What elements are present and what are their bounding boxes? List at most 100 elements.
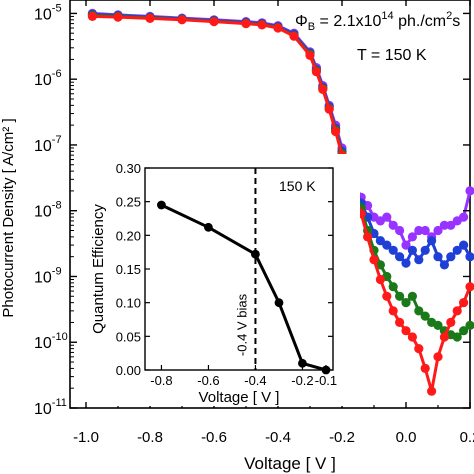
main-data-point [273, 23, 283, 33]
main-data-point [382, 240, 392, 250]
main-data-point [375, 274, 385, 285]
main-y-axis-label: Photocurrent Density [ A/cm² ] [0, 118, 17, 317]
main-data-point [459, 212, 469, 222]
main-data-point [465, 282, 474, 292]
main-data-point [439, 260, 449, 270]
main-data-point [388, 220, 398, 230]
main-data-point [177, 15, 187, 25]
inset-y-axis-label: Quantum Efficiency [90, 204, 107, 334]
main-y-tick-exponent: -11 [52, 397, 67, 409]
inset-x-axis-label: Voltage [ V ] [199, 389, 280, 406]
main-data-point [427, 386, 437, 396]
inset-y-tick-label: 0.10 [116, 296, 141, 311]
inset-x-axis: -0.8 -0.6 -0.4 -0.2 -0.1 [150, 365, 337, 388]
main-data-point [414, 306, 424, 316]
main-x-tick-label: -0.4 [265, 429, 291, 446]
main-data-point [465, 252, 474, 262]
main-data-point [420, 311, 430, 321]
main-data-point [401, 326, 411, 336]
inset-y-tick-label: 0.05 [116, 329, 141, 344]
bias-label: -0.4 V bias [234, 293, 249, 356]
main-data-point [446, 220, 456, 230]
main-data-point [363, 232, 373, 242]
main-data-point [459, 298, 469, 308]
inset-y-tick-label: 0.15 [116, 262, 141, 277]
main-data-point [382, 212, 392, 222]
main-data-point [257, 20, 267, 30]
flux-exponent: 14 [381, 10, 393, 22]
main-data-point [395, 291, 405, 301]
main-y-tick-base: 10 [34, 401, 52, 418]
main-y-tick-exponent: -7 [52, 134, 62, 146]
inset-plot-background [88, 154, 360, 406]
flux-annotation: ΦB = 2.1x1014 ph./cm2s [295, 10, 460, 33]
inset-y-tick-label: 0.30 [116, 161, 141, 176]
main-data-point [452, 332, 462, 342]
main-y-tick-base: 10 [34, 204, 52, 221]
main-data-point [375, 236, 385, 246]
temperature-annotation: T = 150 K [357, 47, 427, 64]
main-x-axis-label: Voltage [ V ] [244, 454, 336, 473]
main-y-tick-exponent: -5 [52, 2, 62, 14]
main-y-tick-label: 10-7 [34, 134, 62, 155]
main-data-point [395, 317, 405, 327]
flux-unit: ph./cm [394, 13, 446, 30]
flux-unit-end: s [452, 13, 460, 30]
main-data-point [113, 12, 123, 22]
main-data-point [289, 31, 299, 41]
main-data-point [420, 245, 430, 255]
inset-x-tick-label: -0.4 [244, 373, 266, 388]
main-y-tick-base: 10 [34, 6, 52, 23]
main-plot-frame [69, 0, 471, 409]
main-data-point [452, 245, 462, 255]
inset-plot: -0.8 -0.6 -0.4 -0.2 -0.1 0.00 0.05 0.10 0.15 0.2… [88, 154, 360, 406]
main-data-point [145, 13, 155, 23]
main-data-point [433, 225, 443, 236]
main-x-tick-label: 0.0 [396, 429, 417, 446]
main-data-point [87, 11, 97, 21]
main-y-tick-base: 10 [34, 72, 52, 89]
inset-data-point [157, 200, 166, 210]
main-y-tick-exponent: -10 [52, 331, 68, 343]
main-x-tick-label: -0.2 [329, 429, 355, 446]
main-data-point [420, 225, 430, 236]
main-data-point [382, 291, 392, 301]
main-data-point [433, 352, 443, 362]
main-data-point [395, 225, 405, 236]
main-data-point [420, 363, 430, 373]
main-data-point [446, 317, 456, 327]
main-data-point [407, 332, 417, 342]
main-data-point [414, 344, 424, 354]
main-data-point [427, 236, 437, 246]
inset-x-tick-label: -0.1 [315, 373, 337, 388]
main-data-point [459, 326, 469, 336]
main-y-tick-label: 10-9 [34, 265, 62, 286]
main-data-point [331, 126, 341, 137]
flux-subscript: B [308, 21, 315, 33]
inset-y-tick-label: 0.00 [116, 363, 141, 378]
flux-value: = 2.1x10 [315, 13, 381, 30]
main-data-point [433, 320, 443, 330]
main-y-tick-exponent: -6 [52, 68, 62, 80]
main-data-point [375, 260, 385, 270]
main-data-point [388, 306, 398, 316]
main-data-point [401, 240, 411, 250]
main-x-tick-label: 0.2 [460, 429, 474, 446]
main-x-tick-label: -0.8 [137, 429, 163, 446]
main-data-point [388, 245, 398, 255]
main-x-tick-label: -1.0 [73, 429, 99, 446]
inset-y-tick-label: 0.20 [116, 228, 141, 243]
inset-data-point [204, 222, 213, 232]
flux-unit-exponent: 2 [446, 10, 452, 22]
inset-data-point [298, 358, 307, 368]
main-data-point [395, 252, 405, 262]
main-data-point [439, 220, 449, 230]
main-y-tick-label: 10-8 [34, 200, 62, 221]
main-y-tick-label: 10-10 [34, 331, 68, 352]
main-data-point [324, 104, 334, 114]
main-data-point [465, 186, 474, 196]
inset-data-point [251, 249, 260, 259]
main-y-tick-base: 10 [34, 269, 52, 286]
main-data-point [305, 50, 315, 61]
main-data-point [401, 298, 411, 308]
